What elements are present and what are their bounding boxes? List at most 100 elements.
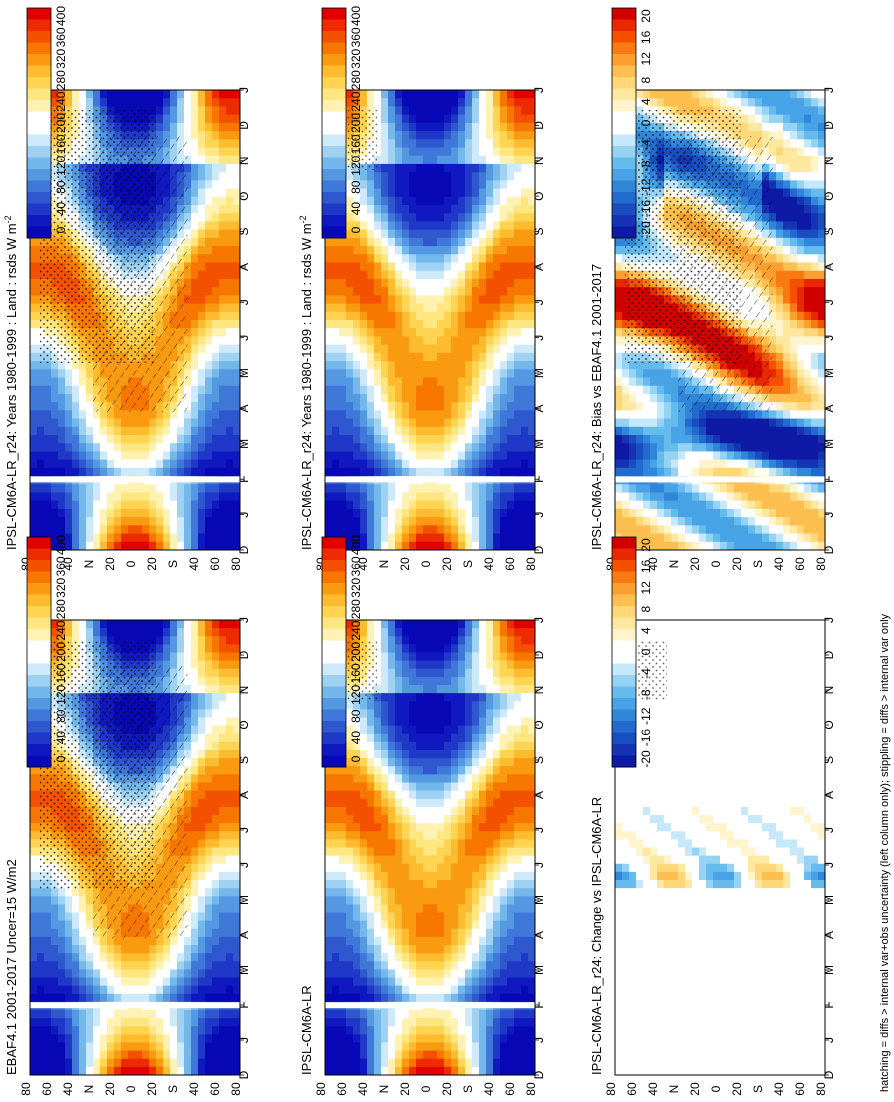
heatmap-cell bbox=[416, 352, 424, 362]
heatmap-cell bbox=[107, 1050, 115, 1060]
heatmap-cell bbox=[346, 459, 354, 469]
heatmap-cell bbox=[142, 517, 150, 526]
colorbar-tick-label: 120 bbox=[54, 155, 68, 175]
month-label: D bbox=[532, 545, 546, 554]
heatmap-cell bbox=[444, 402, 452, 411]
heatmap-cell bbox=[191, 196, 199, 206]
heatmap-cell bbox=[30, 435, 38, 444]
heatmap-cell bbox=[472, 287, 480, 296]
heatmap-cell bbox=[493, 213, 501, 223]
heatmap-cell bbox=[381, 270, 389, 280]
heatmap-cell bbox=[212, 709, 220, 719]
heatmap-cell bbox=[353, 196, 361, 206]
heatmap-cell bbox=[521, 418, 529, 428]
heatmap-cell bbox=[465, 270, 473, 280]
heatmap-cell bbox=[44, 1066, 52, 1075]
heatmap-cell bbox=[465, 254, 473, 264]
heatmap-cell bbox=[86, 1066, 94, 1075]
heatmap-cell bbox=[198, 541, 206, 550]
heatmap-cell bbox=[184, 863, 192, 873]
heatmap-cell bbox=[65, 1050, 73, 1060]
heatmap-cell bbox=[437, 328, 445, 338]
heatmap-cell bbox=[191, 106, 199, 116]
heatmap-cell bbox=[191, 701, 199, 710]
heatmap-cell bbox=[339, 344, 347, 354]
heatmap-cell bbox=[472, 320, 480, 329]
heatmap-cell bbox=[472, 278, 480, 288]
heatmap-cell bbox=[486, 443, 494, 453]
heatmap-cell bbox=[423, 402, 431, 411]
heatmap-cell bbox=[30, 393, 38, 403]
heatmap-cell bbox=[177, 628, 185, 637]
heatmap-cell bbox=[226, 328, 234, 338]
heatmap-cell bbox=[86, 443, 94, 453]
heatmap-cell bbox=[493, 369, 501, 379]
heatmap-cell bbox=[416, 311, 424, 321]
heatmap-cell bbox=[528, 525, 535, 535]
heatmap-cell bbox=[458, 90, 466, 99]
heatmap-cell bbox=[86, 418, 94, 428]
heatmap-cell bbox=[444, 246, 452, 255]
heatmap-cell bbox=[121, 1058, 129, 1068]
heatmap-cell bbox=[156, 1050, 164, 1060]
heatmap-cell bbox=[437, 188, 445, 198]
heatmap-cell bbox=[423, 270, 431, 280]
heatmap-cell bbox=[514, 287, 522, 296]
heatmap-cell bbox=[163, 620, 171, 629]
heatmap-cell bbox=[233, 278, 240, 288]
heatmap-cell bbox=[191, 500, 199, 510]
heatmap-cell bbox=[444, 393, 452, 403]
heatmap-cell bbox=[170, 1026, 178, 1035]
heatmap-cell bbox=[219, 237, 227, 247]
heatmap-cell bbox=[37, 1026, 45, 1035]
heatmap-cell bbox=[353, 393, 361, 403]
heatmap-cell bbox=[86, 459, 94, 469]
heatmap-cell bbox=[486, 320, 494, 329]
heatmap-cell bbox=[486, 287, 494, 296]
heatmap-cell bbox=[177, 652, 185, 662]
heatmap-cell bbox=[437, 361, 445, 370]
heatmap-cell bbox=[128, 1010, 136, 1019]
heatmap-cell bbox=[507, 122, 515, 132]
heatmap-cell bbox=[177, 644, 185, 654]
heatmap-cell bbox=[65, 525, 73, 535]
heatmap-cell bbox=[360, 237, 368, 247]
heatmap-cell bbox=[388, 320, 396, 329]
heatmap-cell bbox=[191, 831, 199, 840]
heatmap-cell bbox=[507, 237, 515, 247]
heatmap-cell bbox=[395, 385, 403, 395]
heatmap-cell bbox=[233, 262, 240, 272]
heatmap-cell bbox=[198, 451, 206, 461]
heatmap-cell bbox=[65, 953, 73, 962]
heatmap-cell bbox=[44, 896, 52, 905]
heatmap-cell bbox=[198, 920, 206, 930]
heatmap-cell bbox=[114, 410, 122, 420]
heatmap-cell bbox=[472, 213, 480, 223]
heatmap-cell bbox=[444, 361, 452, 370]
heatmap-cell bbox=[191, 750, 199, 759]
heatmap-cell bbox=[107, 1026, 115, 1035]
heatmap-cell bbox=[233, 180, 240, 190]
heatmap-cell bbox=[233, 213, 240, 223]
heatmap-cell bbox=[142, 1042, 150, 1052]
heatmap-cell bbox=[114, 508, 122, 518]
heatmap-cell bbox=[72, 1034, 80, 1044]
heatmap-cell bbox=[198, 831, 206, 840]
heatmap-cell bbox=[128, 1018, 136, 1027]
heatmap-cell bbox=[233, 229, 240, 239]
heatmap-cell bbox=[93, 1058, 101, 1068]
heatmap-cell bbox=[72, 628, 80, 637]
heatmap-cell bbox=[114, 1034, 122, 1044]
heatmap-cell bbox=[191, 685, 199, 694]
heatmap-cell bbox=[493, 295, 501, 305]
heatmap-cell bbox=[212, 90, 220, 99]
heatmap-cell bbox=[416, 500, 424, 510]
heatmap-cell bbox=[233, 147, 240, 157]
heatmap-cell bbox=[79, 451, 87, 461]
heatmap-cell bbox=[170, 628, 178, 637]
heatmap-cell bbox=[205, 172, 213, 181]
heatmap-cell bbox=[114, 533, 122, 543]
heatmap-cell bbox=[156, 418, 164, 428]
